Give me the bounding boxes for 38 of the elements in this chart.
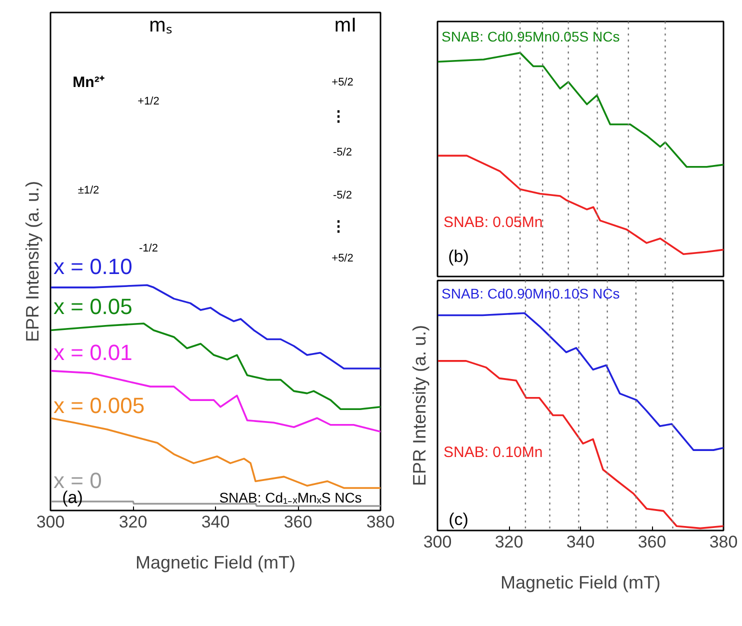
x-tick-label: 320 — [494, 532, 524, 552]
series-label: SNAB: Cd0.95Mn0.05S NCs — [442, 28, 620, 44]
x-tick-label: 300 — [36, 512, 65, 532]
series-label: x = 0.10 — [54, 254, 132, 279]
text: ⋮ — [331, 218, 346, 235]
annotation: (c) — [448, 510, 468, 529]
x-tick-label: 360 — [284, 512, 312, 532]
annotation: (a) — [62, 488, 83, 507]
annotation: SNAB: Cd₁₋ₓMnₓS NCs — [219, 490, 362, 506]
text: mI — [334, 14, 357, 36]
series-label: x = 0.005 — [54, 393, 145, 418]
x-tick-label: 380 — [366, 512, 395, 532]
y-axis-title: EPR Intensity (a. u.) — [22, 180, 42, 342]
text: -5/2 — [333, 190, 352, 202]
text: SNAB: 0.10Mn — [444, 444, 543, 461]
x-tick-label: 300 — [423, 532, 452, 552]
text: -5/2 — [333, 146, 352, 158]
x-tick-label: 380 — [709, 532, 738, 552]
series-label: x = 0.01 — [54, 340, 132, 365]
text: +1/2 — [138, 96, 160, 108]
series-label: SNAB: 0.05Mn — [444, 214, 543, 231]
text: +5/2 — [332, 252, 354, 264]
x-axis-title: Magnetic Field (mT) — [135, 552, 296, 572]
y-axis-title: EPR Intensity (a. u.) — [410, 324, 430, 486]
text: -1/2 — [139, 242, 158, 254]
x-axis-title: Magnetic Field (mT) — [500, 572, 661, 592]
series-label: SNAB: Cd0.90Mn0.10S NCs — [442, 286, 620, 302]
text: ±1/2 — [78, 184, 100, 196]
series-label: x = 0.05 — [54, 294, 132, 319]
x-tick-label: 340 — [566, 532, 595, 552]
text: Mn²⁺ — [72, 74, 104, 91]
x-tick-label: 320 — [118, 512, 148, 532]
annotation: (b) — [448, 247, 469, 266]
text: mₛ — [149, 14, 172, 36]
x-tick-label: 360 — [638, 532, 666, 552]
text: +5/2 — [332, 76, 354, 88]
x-tick-label: 340 — [201, 512, 230, 532]
text: ⋮ — [331, 108, 346, 125]
